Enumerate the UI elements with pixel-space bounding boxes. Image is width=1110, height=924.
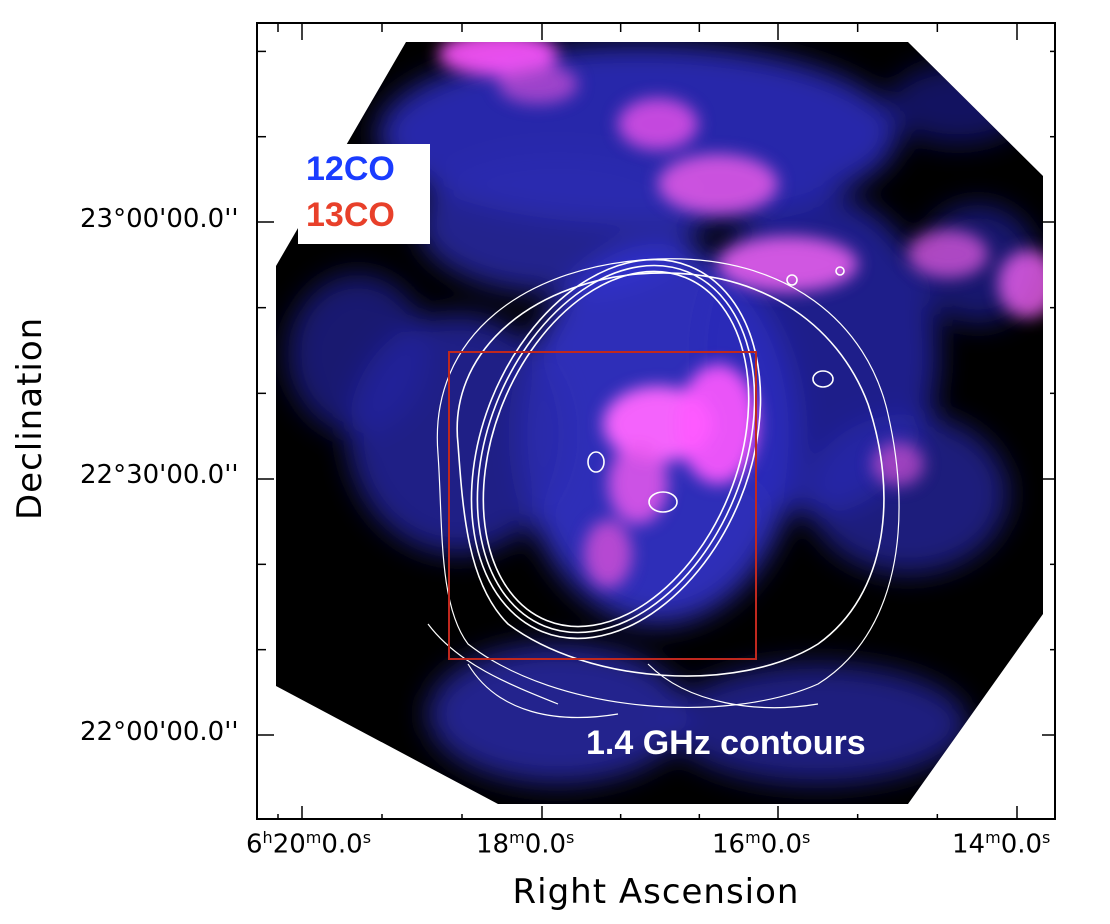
x-tick-s-unit: s — [1042, 828, 1051, 847]
x-tick-label-0: 6h20m0.0s — [246, 828, 371, 860]
y-tick-label: 23°00'00.0'' — [80, 204, 239, 234]
x-tick-seconds: 0.0 — [760, 829, 803, 860]
x-tick-m-unit: m — [509, 828, 525, 847]
x-tick-label-1: 18m0.0s — [476, 828, 574, 860]
tick-marks — [258, 24, 1054, 818]
co-map — [258, 24, 1054, 818]
x-tick-s-unit: s — [802, 828, 811, 847]
x-tick-h-unit: h — [262, 828, 273, 847]
radio-contours — [427, 258, 900, 719]
x-tick-s-unit: s — [566, 828, 575, 847]
x-tick-label-3: 14m0.0s — [952, 828, 1050, 860]
x-tick-hours: 6 — [246, 829, 263, 860]
x-tick-seconds: 0.0 — [524, 829, 567, 860]
x-axis-title: Right Ascension — [512, 872, 800, 912]
legend-13co: 13CO — [306, 196, 395, 234]
y-axis-title: Declination — [10, 316, 50, 520]
legend-box — [298, 144, 430, 244]
x-tick-minutes: 18 — [476, 829, 510, 860]
x-tick-seconds: 0.0 — [321, 829, 363, 860]
x-tick-label-2: 16m0.0s — [712, 828, 810, 860]
region-box — [448, 351, 757, 660]
x-tick-seconds: 0.0 — [1000, 829, 1043, 860]
y-tick-label: 22°00'00.0'' — [80, 717, 239, 747]
x-tick-minutes: 20 — [272, 829, 306, 860]
x-tick-minutes: 14 — [952, 829, 986, 860]
y-tick-label: 22°30'00.0'' — [80, 460, 239, 490]
13co-emission — [438, 42, 1043, 588]
legend-12co: 12CO — [306, 150, 395, 188]
x-tick-minutes: 16 — [712, 829, 746, 860]
x-tick-m-unit: m — [985, 828, 1001, 847]
x-tick-m-unit: m — [305, 828, 322, 847]
x-tick-m-unit: m — [745, 828, 761, 847]
image-panel — [256, 22, 1056, 820]
x-tick-s-unit: s — [362, 828, 372, 847]
contour-annotation: 1.4 GHz contours — [586, 724, 866, 762]
